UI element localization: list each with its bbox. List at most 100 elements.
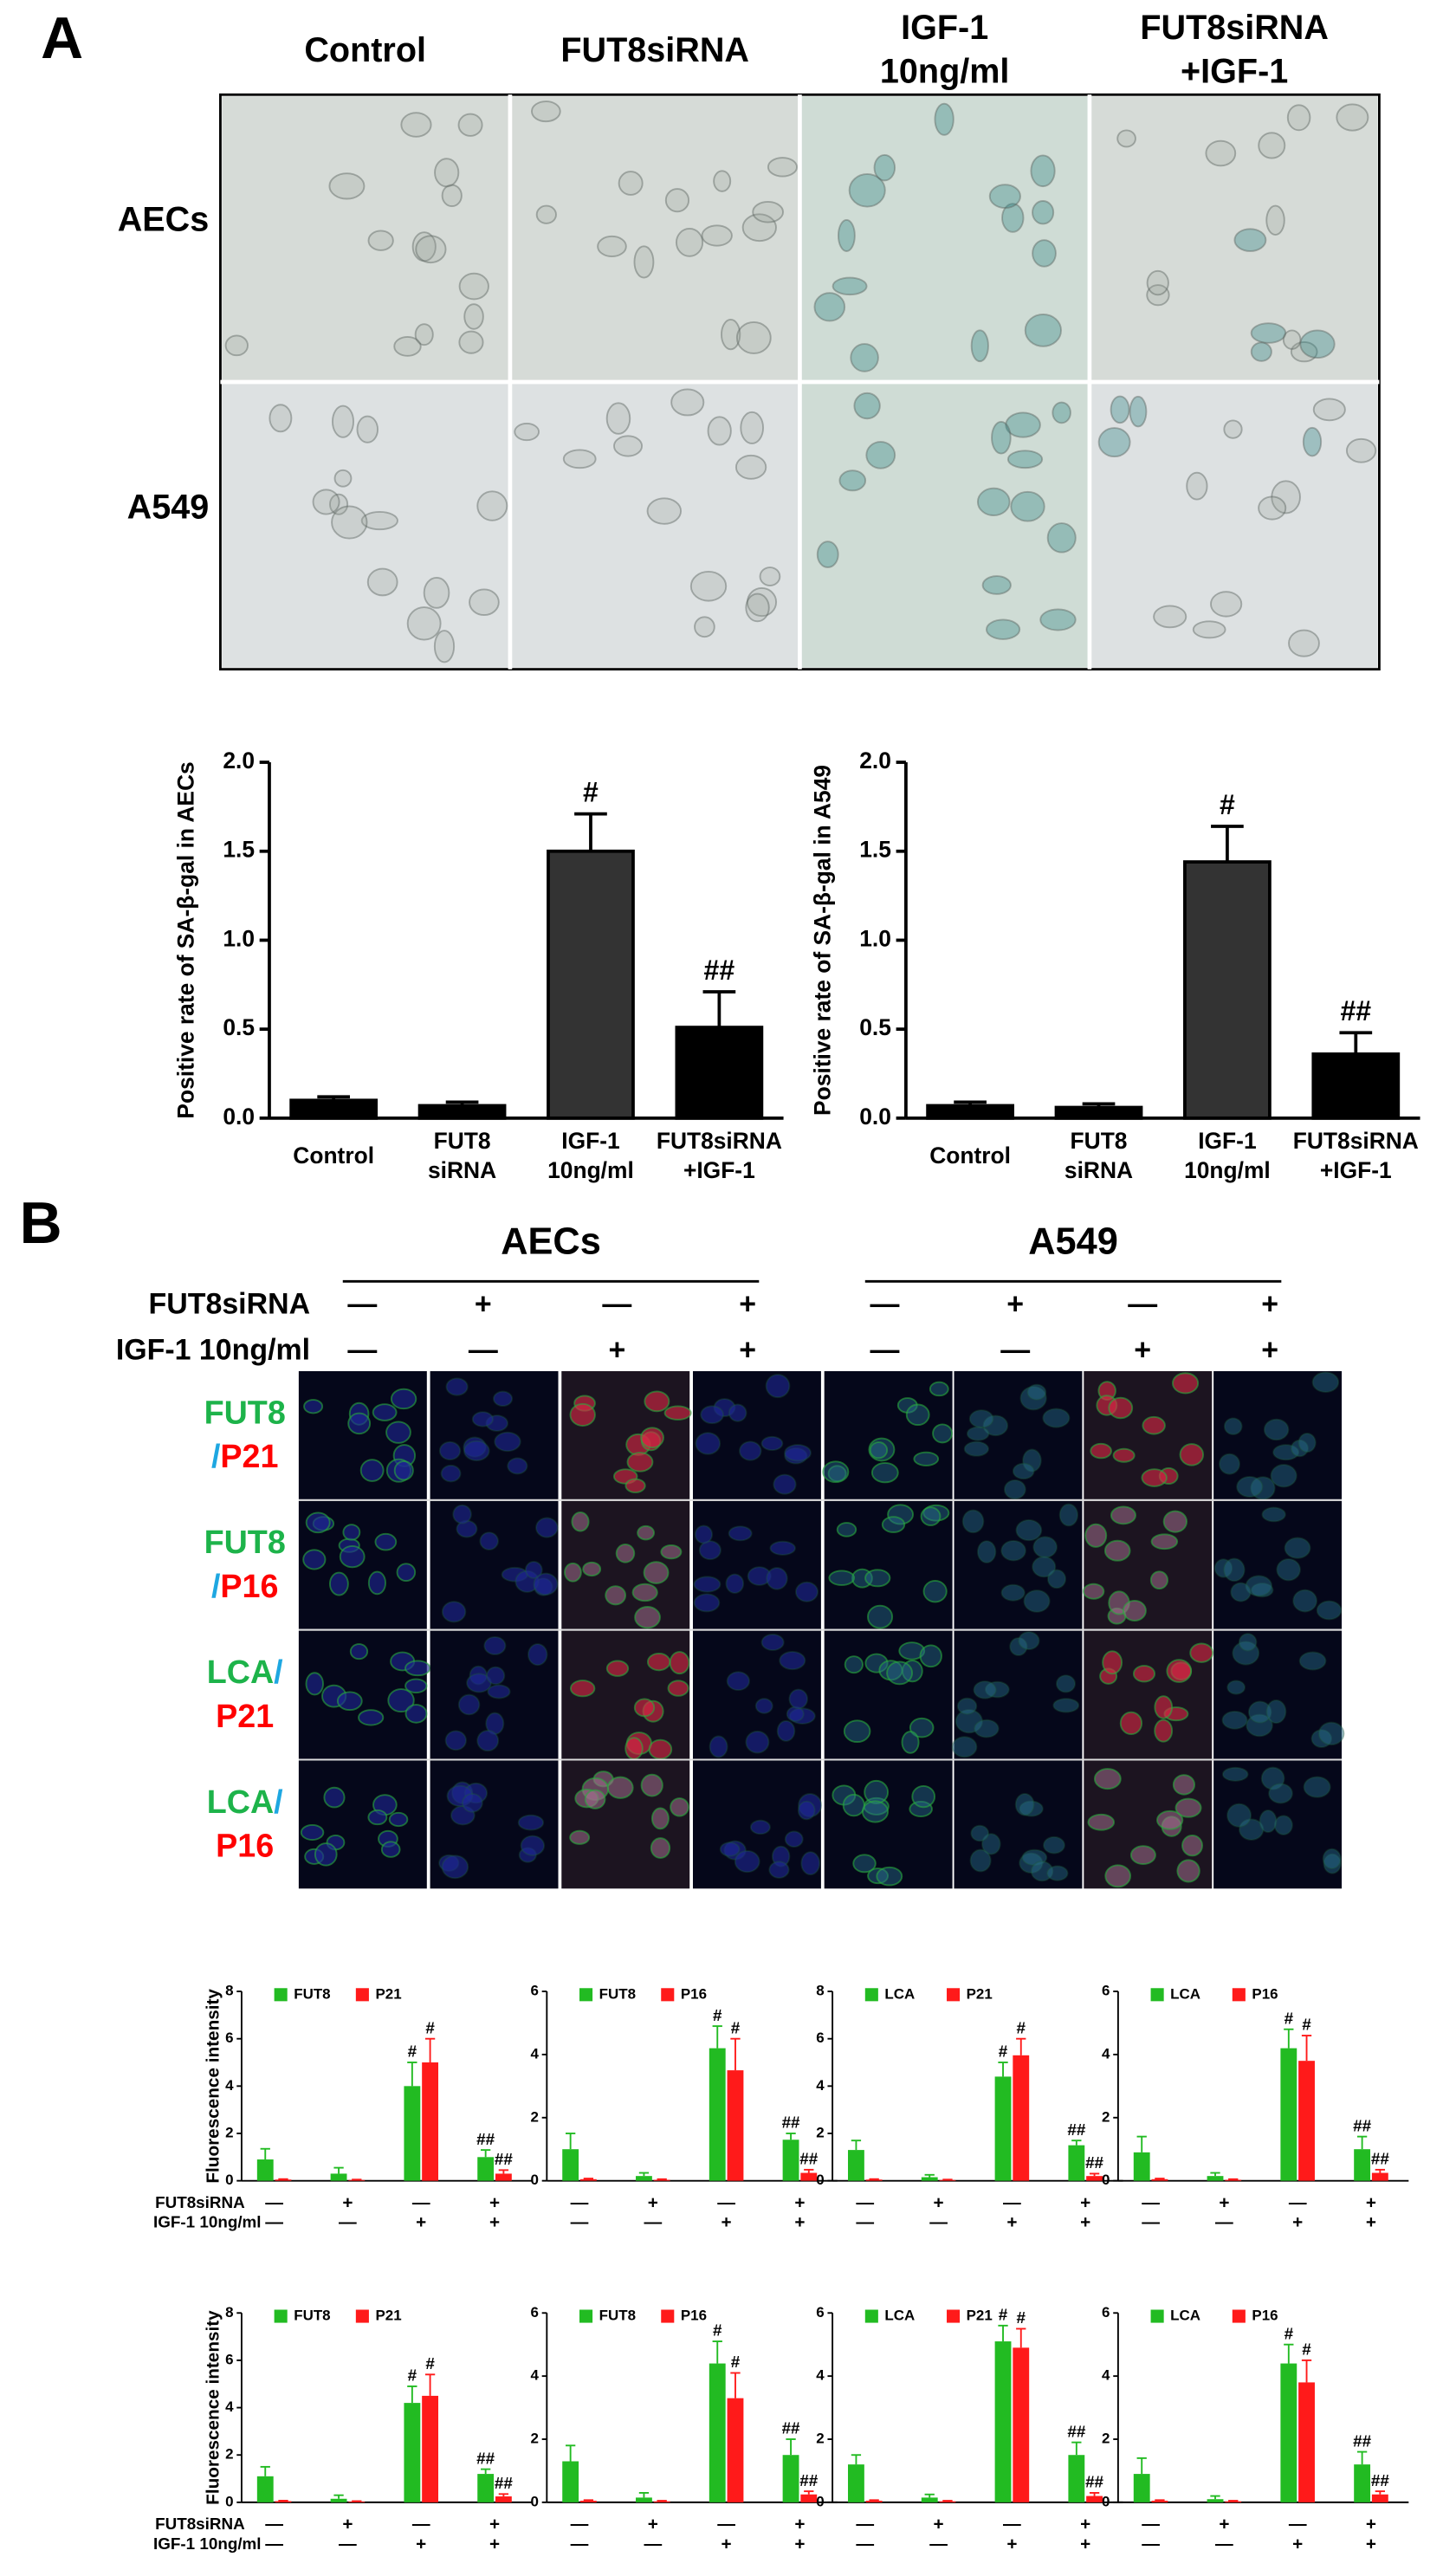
significance-mark: # [583,776,599,807]
nucleus [517,1814,545,1831]
nucleus [769,1540,796,1556]
bar [275,2179,292,2181]
nucleus [698,1540,722,1561]
bar [865,2501,883,2502]
nucleus [909,1800,933,1817]
nucleus [719,1842,741,1857]
nucleus [349,1643,369,1660]
cell [1302,426,1323,457]
treatment-sign: + [722,2212,732,2232]
nucleus [1316,1600,1343,1621]
cell [441,184,463,207]
treatment-sign: + [1080,2192,1090,2212]
significance-mark: ## [495,2474,513,2492]
cell [976,487,1011,516]
nucleus [1090,1442,1112,1460]
nucleus [1154,1695,1174,1719]
legend-label: P16 [1252,1985,1278,2002]
nucleus [1284,1537,1311,1559]
treatment-sign: — [644,2212,662,2232]
bar [330,2173,347,2181]
nucleus [305,1672,324,1696]
nucleus [358,1709,385,1726]
nucleus [646,1652,671,1672]
bar [1311,1052,1401,1120]
treatment-sign: — [469,1333,498,1366]
bar [1013,2347,1030,2502]
cell [848,173,886,208]
bar [422,2062,439,2181]
nucleus [734,1849,760,1874]
cell [1032,239,1057,268]
nucleus [487,1684,511,1699]
treatment-sign: — [870,1288,899,1321]
treatment-sign: + [934,2515,944,2534]
treatment-sign: — [412,2192,430,2212]
y-tick-label: 6 [530,1983,538,1999]
cell [1032,200,1055,225]
x-tick-label: IGF-1 10ng/ml [547,1128,634,1183]
bar [562,2149,579,2181]
nucleus [494,1431,521,1453]
nucleus [569,1402,596,1427]
micrograph [954,1760,1083,1889]
cell [694,616,715,638]
nucleus [1246,1713,1273,1738]
y-tick-label: 6 [225,2351,233,2367]
y-tick-label: 0 [530,2172,538,2188]
nucleus [314,1842,338,1867]
cell [1299,329,1336,359]
y-tick-label: 2 [1102,2430,1110,2446]
cell [224,334,249,357]
nucleus [1022,1448,1042,1473]
nucleus [1221,1766,1249,1782]
cell [1153,605,1187,629]
bar [1068,2145,1085,2181]
cell [1186,471,1208,501]
legend-swatch [1150,1988,1164,2002]
cell [331,405,355,438]
nucleus [828,1570,856,1586]
bar [1054,1105,1143,1120]
nucleus [1055,1674,1076,1693]
nucleus [784,1444,812,1462]
y-tick-label: 4 [530,2367,539,2384]
cell [1265,204,1285,236]
nucleus [667,1680,689,1697]
nucleus [867,1868,889,1885]
treatment-sign: + [1080,2515,1090,2534]
nucleus [1226,1680,1246,1695]
treatment-sign: + [934,2192,944,2212]
row-label: P21 [216,1698,274,1734]
treatment-sign: + [794,2212,805,2232]
cell [1006,450,1044,469]
cell [735,321,772,354]
cell [1116,129,1136,148]
micrograph [1084,1500,1213,1629]
treatment-sign: — [1142,2212,1160,2232]
nucleus [606,1776,634,1799]
treatment-sign: — [1003,2515,1021,2534]
nucleus [520,1835,546,1856]
cell [457,113,483,137]
nucleus [1322,1848,1342,1870]
cell [1288,629,1320,657]
column-header: IGF-1 10ng/ml [880,9,1010,91]
y-tick-label: 6 [225,2029,233,2046]
cell [1233,228,1267,252]
significance-mark: # [425,2018,435,2036]
treatment-sign: + [1006,2534,1017,2554]
cell [535,204,557,224]
micrograph [1213,1500,1343,1629]
bar [1225,2179,1242,2181]
nucleus [1261,1506,1286,1523]
y-axis-label: Positive rate of SA-β-gal in A549 [810,765,836,1116]
nucleus [1093,1768,1122,1790]
cell [734,454,767,480]
treatment-sign: — [717,2192,735,2212]
treatment-sign: — [1289,2192,1307,2212]
nucleus [1042,1408,1071,1428]
bar [653,2179,670,2181]
treatment-sign: — [1142,2515,1160,2534]
bar [477,2157,495,2181]
